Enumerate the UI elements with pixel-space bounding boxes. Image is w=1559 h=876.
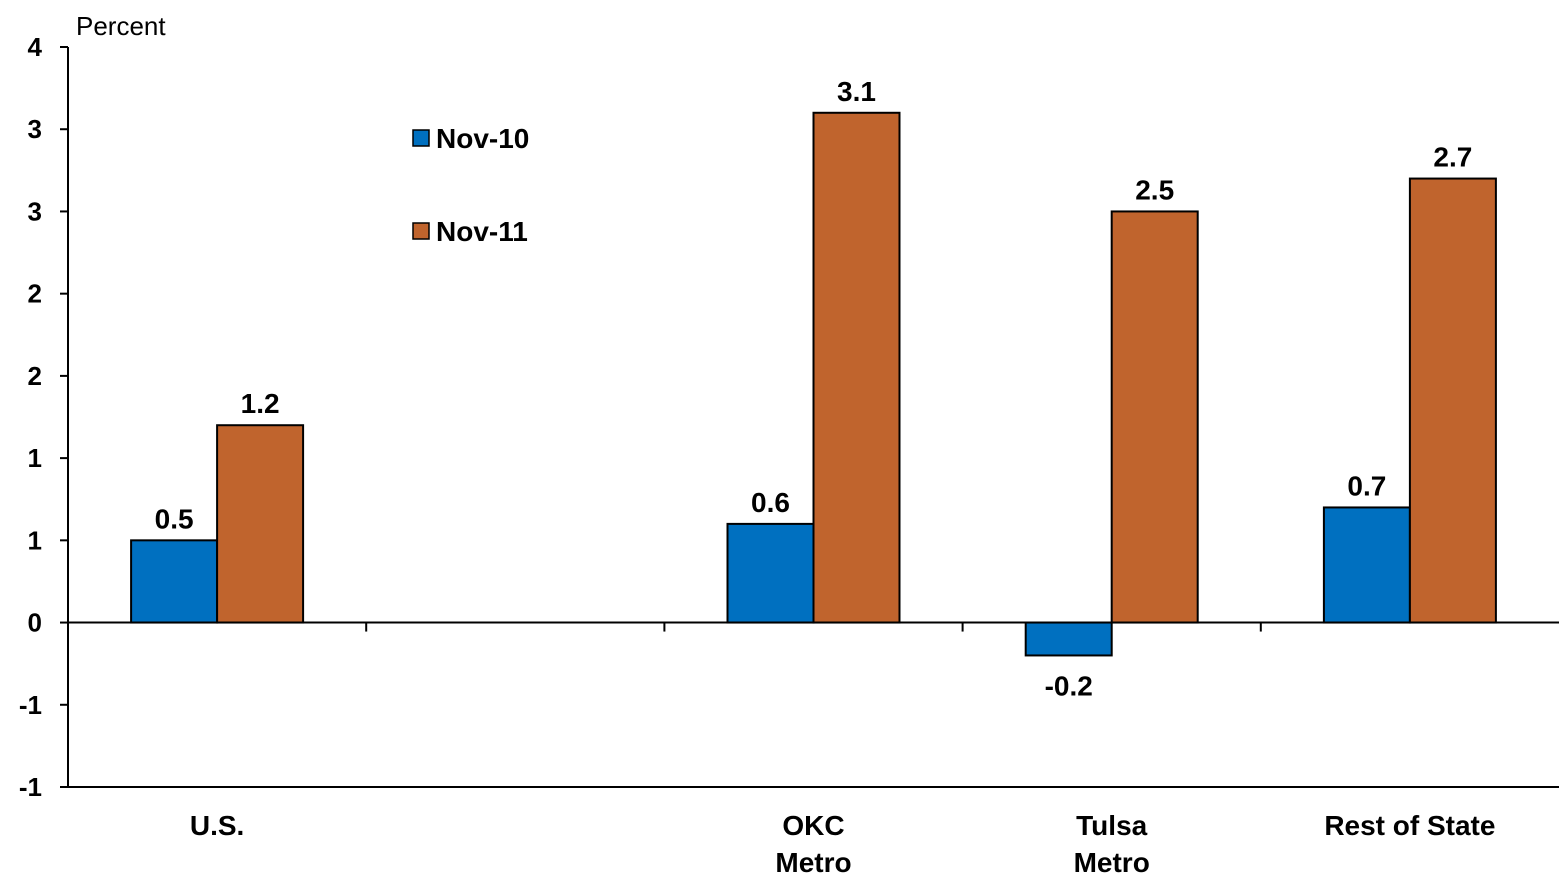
bar [1024,621,1113,657]
bar [812,111,901,624]
legend-label: Nov-10 [436,123,529,154]
legend-label: Nov-11 [436,216,528,247]
category-label: U.S. [190,810,244,841]
data-label: 2.7 [1433,142,1472,173]
category-labels: U.S. OKC Metro Tulsa Metro Rest of State [190,810,1496,876]
y-tick-label: 0 [28,608,42,638]
data-label: -0.2 [1045,670,1093,701]
data-label: 0.5 [155,503,194,534]
category-label: Metro [775,847,851,876]
y-tick-label: 2 [28,361,42,391]
x-axis-ticks [365,622,1262,632]
category-label: Metro [1074,847,1150,876]
bar [726,522,815,624]
legend-swatch [412,129,430,147]
bars [130,111,1497,657]
data-labels: 0.5 1.2 0.6 3.1 -0.2 2.5 0.7 2.7 [155,76,1473,702]
bar [130,539,219,624]
category-label: Rest of State [1324,810,1495,841]
y-unit-label: Percent [76,11,166,41]
bar [1110,210,1199,624]
data-label: 2.5 [1135,174,1174,205]
data-label: 1.2 [241,388,280,419]
data-label: 0.6 [751,487,790,518]
y-tick-label: -1 [19,772,42,802]
bar [1408,177,1497,624]
y-tick-label: 1 [28,443,42,473]
y-tick-label: 4 [28,32,43,62]
legend-swatch [412,222,430,240]
data-label: 3.1 [837,76,876,107]
y-tick-label: 1 [28,525,42,555]
y-tick-label: 3 [28,114,42,144]
y-axis-ticks: 4 3 3 2 2 1 1 0 -1 -1 [19,32,68,802]
bar [1322,506,1411,624]
data-label: 0.7 [1347,470,1386,501]
category-label: OKC [782,810,844,841]
y-tick-label: -1 [19,690,42,720]
y-tick-label: 2 [28,279,42,309]
y-tick-label: 3 [28,196,42,226]
bar [216,424,305,624]
category-label: Tulsa [1076,810,1147,841]
legend: Nov-10 Nov-11 [412,123,529,247]
